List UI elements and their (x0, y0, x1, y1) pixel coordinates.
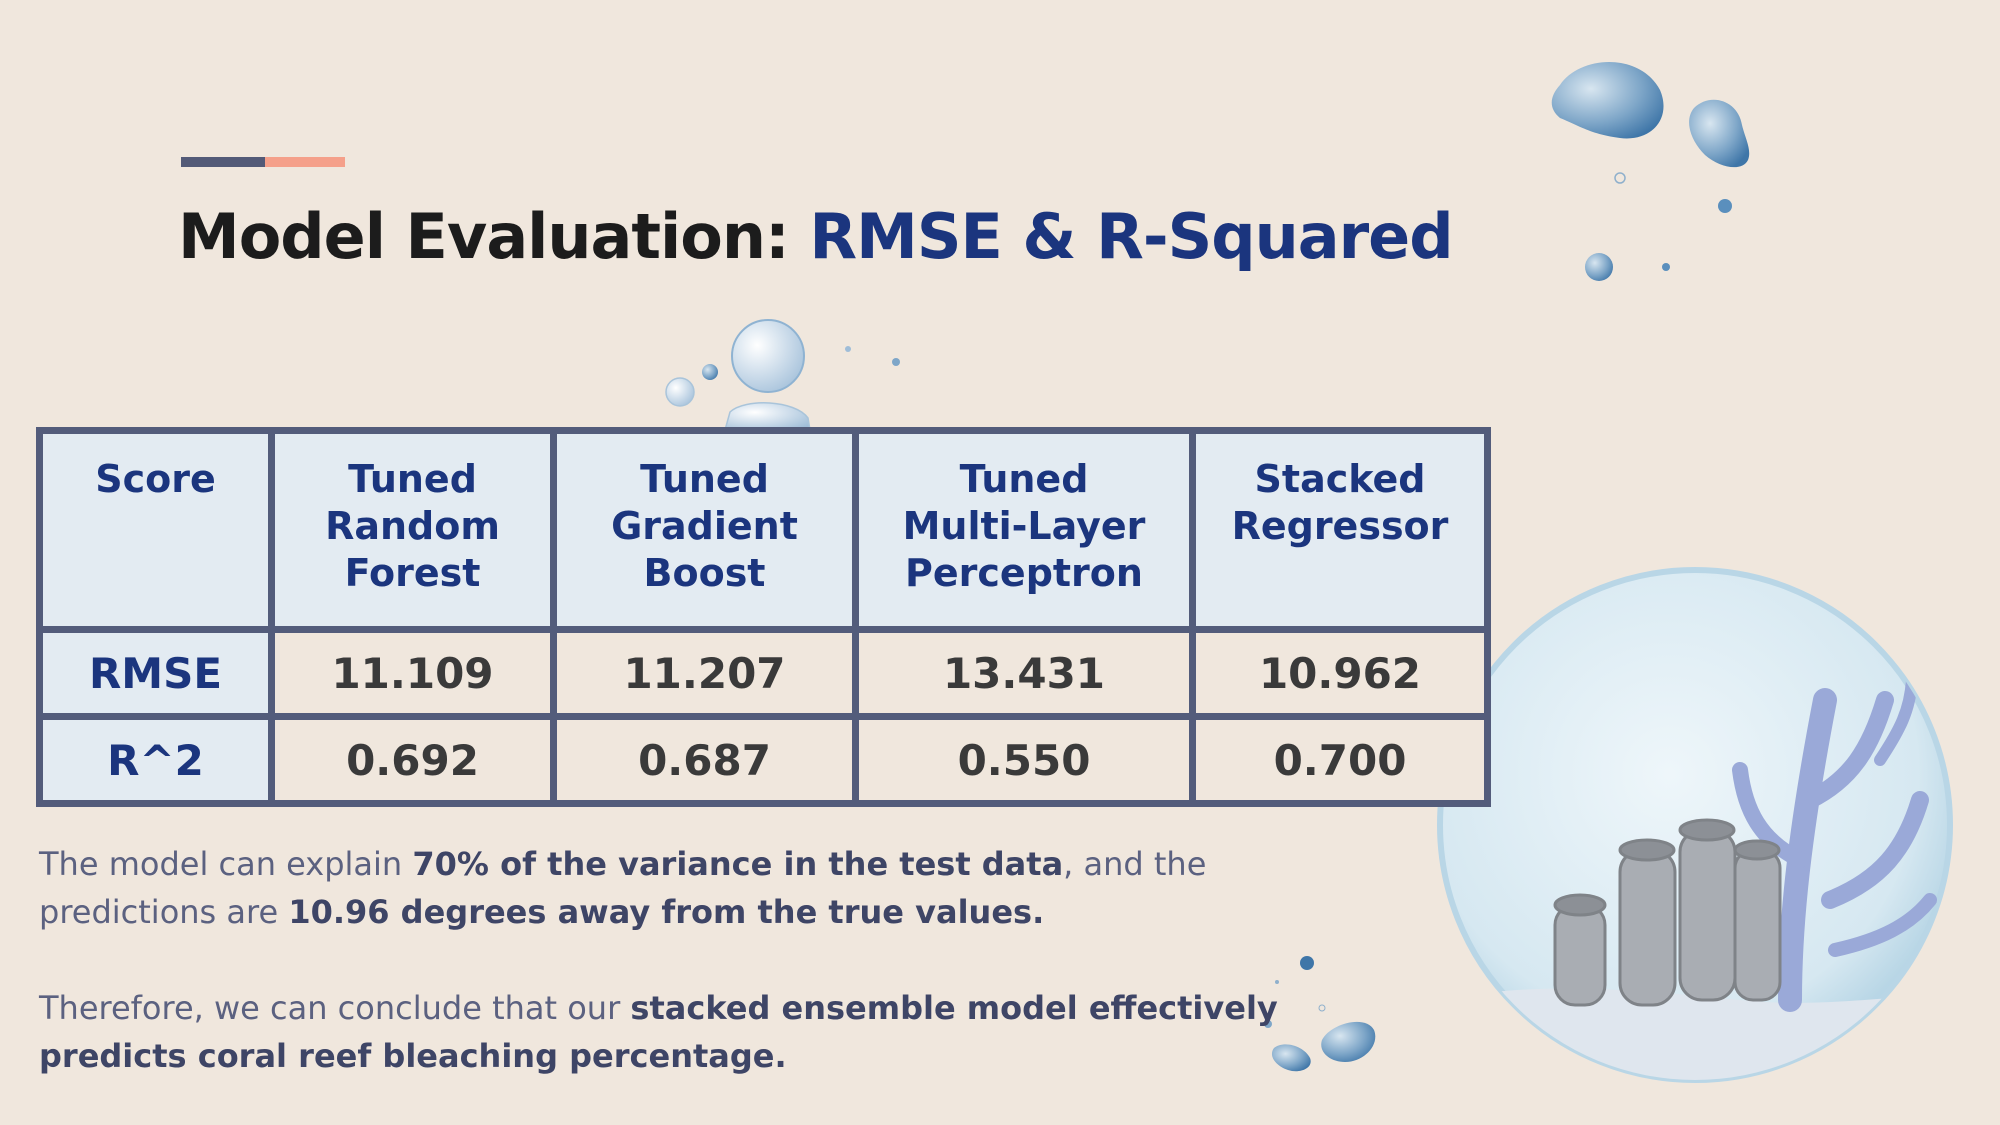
watercolor-bubble-icon (1551, 61, 1750, 281)
row-label: RMSE (36, 626, 275, 720)
table-header-row: Score Tuned Random Forest Tuned Gradient… (36, 427, 1491, 633)
coral-globe-illustration (1437, 567, 1953, 1083)
text-run: The model can explain (39, 845, 413, 883)
table-cell: 0.550 (852, 713, 1196, 807)
header-line: Regressor (1231, 504, 1449, 548)
table-cell: 11.109 (268, 626, 557, 720)
score-table: Score Tuned Random Forest Tuned Gradient… (36, 427, 1491, 807)
table-cell: 0.700 (1189, 713, 1491, 807)
table-cell: 13.431 (852, 626, 1196, 720)
header-line: Stacked (1254, 457, 1426, 501)
title-prefix: Model Evaluation: (178, 200, 810, 273)
header-line: Gradient (611, 504, 798, 548)
header-line: Tuned (959, 457, 1089, 501)
header-line: Tuned (640, 457, 769, 501)
bold-run: stacked ensemble model effectively predi… (39, 989, 1278, 1075)
bold-run: 10.96 degrees away from the true values. (288, 893, 1045, 931)
table-cell: 10.962 (1189, 626, 1491, 720)
header-tuned-gradient-boost: Tuned Gradient Boost (550, 427, 859, 633)
header-score: Score (36, 427, 275, 633)
watercolor-bubble-icon (665, 319, 900, 431)
header-tuned-mlp: Tuned Multi-Layer Perceptron (852, 427, 1196, 633)
watercolor-bubble-icon (1264, 956, 1376, 1072)
conclusion-paragraph: Therefore, we can conclude that our stac… (39, 984, 1279, 1080)
header-line: Score (95, 457, 216, 501)
row-label: R^2 (36, 713, 275, 807)
table-cell: 0.692 (268, 713, 557, 807)
header-line: Boost (643, 551, 766, 595)
text-run: , and the predictions are (39, 845, 1207, 931)
header-line: Forest (344, 551, 481, 595)
summary-paragraph: The model can explain 70% of the varianc… (39, 840, 1349, 936)
header-line: Tuned (348, 457, 477, 501)
header-line: Random (325, 504, 500, 548)
text-run: Therefore, we can conclude that our (39, 989, 631, 1027)
header-tuned-random-forest: Tuned Random Forest (268, 427, 557, 633)
accent-bar-dark (181, 157, 265, 167)
accent-bar-peach (265, 157, 345, 167)
title-highlight: RMSE & R-Squared (809, 200, 1453, 273)
header-line: Perceptron (905, 551, 1143, 595)
header-stacked-regressor: Stacked Regressor (1189, 427, 1491, 633)
table-row-rmse: RMSE 11.109 11.207 13.431 10.962 (36, 626, 1491, 720)
table-row-r2: R^2 0.692 0.687 0.550 0.700 (36, 713, 1491, 807)
bold-run: 70% of the variance in the test data (412, 845, 1064, 883)
table-cell: 11.207 (550, 626, 859, 720)
header-line: Multi-Layer (902, 504, 1146, 548)
slide-title: Model Evaluation: RMSE & R-Squared (178, 200, 1454, 273)
table-cell: 0.687 (550, 713, 859, 807)
